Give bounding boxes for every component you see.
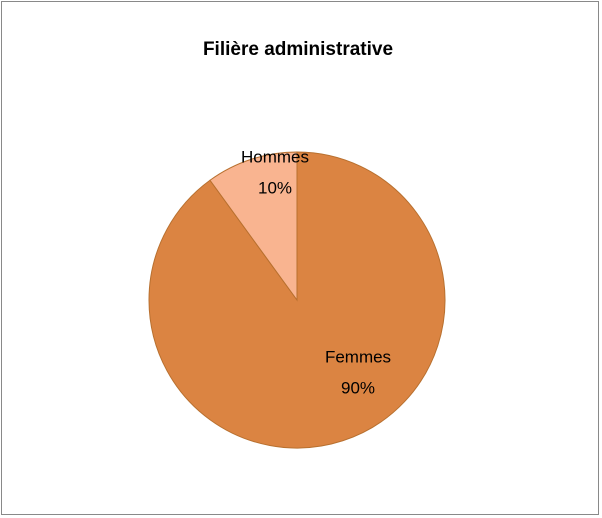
pie — [148, 151, 446, 449]
pie-slice — [209, 151, 298, 302]
slice-label-name: Femmes — [325, 347, 391, 366]
chart-title: Filière administrative — [203, 39, 393, 60]
slice-label-name: Hommes — [241, 147, 309, 166]
slice-label-value: 10% — [258, 178, 292, 197]
data-labels: Femmes 90% Hommes 10% — [241, 147, 391, 397]
slice-label-value: 90% — [341, 378, 375, 397]
